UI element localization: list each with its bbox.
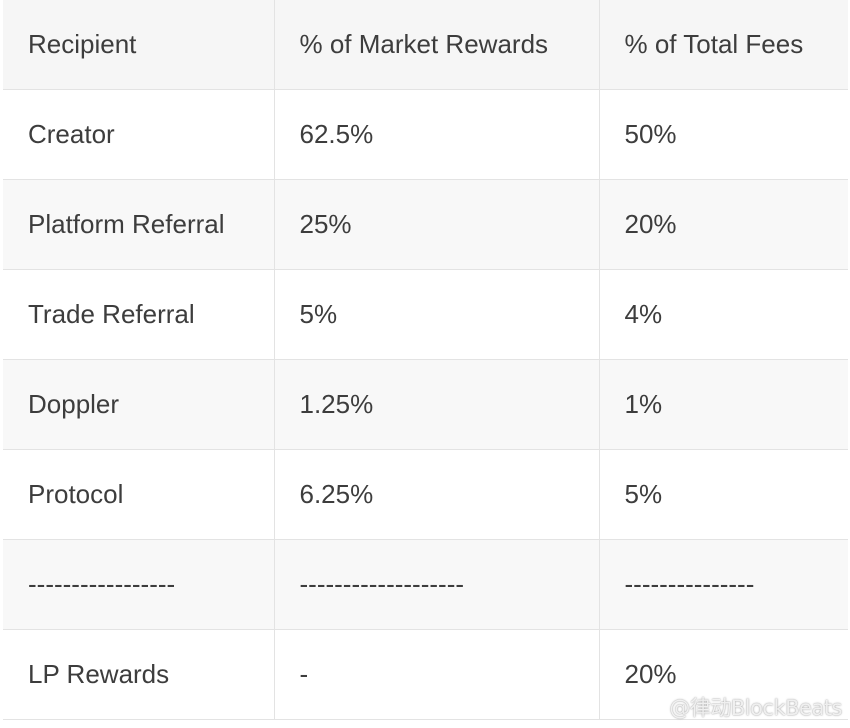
cell-recipient: Creator (3, 89, 275, 180)
header-total-fees: % of Total Fees (598, 0, 848, 90)
header-market-rewards: % of Market Rewards (273, 0, 600, 90)
cell-market-rewards: 6.25% (273, 449, 600, 540)
table-row: LP Rewards - 20% (3, 629, 848, 720)
cell-total-fees: 20% (598, 179, 848, 270)
cell-market-rewards: 62.5% (273, 89, 600, 180)
cell-total-fees: 5% (598, 449, 848, 540)
table-row: Protocol 6.25% 5% (3, 449, 848, 540)
cell-total-fees: 20% (598, 629, 848, 720)
cell-recipient: Platform Referral (3, 179, 275, 270)
cell-total-fees: 1% (598, 359, 848, 450)
cell-market-rewards: 5% (273, 269, 600, 360)
cell-recipient: Trade Referral (3, 269, 275, 360)
cell-separator: ------------------- (273, 539, 600, 630)
watermark: @律动BlockBeats (643, 692, 842, 722)
table-row: Platform Referral 25% 20% (3, 179, 848, 270)
cell-market-rewards: 25% (273, 179, 600, 270)
watermark-text: @律动BlockBeats (669, 696, 842, 720)
cell-recipient: LP Rewards (3, 629, 275, 720)
cell-separator: ----------------- (3, 539, 275, 630)
fee-distribution-table: Recipient % of Market Rewards % of Total… (3, 0, 848, 720)
table-header-row: Recipient % of Market Rewards % of Total… (3, 0, 848, 90)
cell-total-fees: 50% (598, 89, 848, 180)
table-row: Doppler 1.25% 1% (3, 359, 848, 450)
cell-total-fees: 4% (598, 269, 848, 360)
cell-recipient: Protocol (3, 449, 275, 540)
table-row: Creator 62.5% 50% (3, 89, 848, 180)
weibo-logo-icon (643, 696, 665, 718)
header-recipient: Recipient (3, 0, 275, 90)
separator-row: ----------------- ------------------- --… (3, 539, 848, 630)
cell-market-rewards: - (273, 629, 600, 720)
cell-market-rewards: 1.25% (273, 359, 600, 450)
cell-separator: --------------- (598, 539, 848, 630)
cell-recipient: Doppler (3, 359, 275, 450)
table-row: Trade Referral 5% 4% (3, 269, 848, 360)
